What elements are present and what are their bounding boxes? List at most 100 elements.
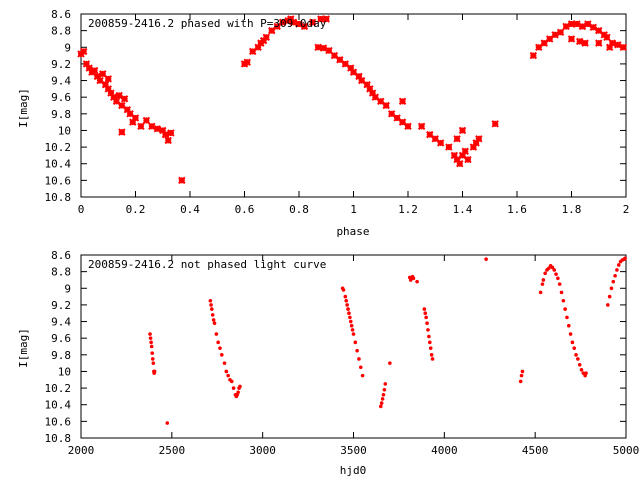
data-point <box>118 128 126 136</box>
data-point <box>382 101 390 110</box>
y-tick-label: 9.8 <box>51 349 71 362</box>
x-tick-label: 0.8 <box>289 203 309 216</box>
x-tick-label: 1.6 <box>507 203 527 216</box>
data-point <box>325 46 333 55</box>
y-tick-label: 9 <box>64 282 71 295</box>
data-point <box>381 392 386 397</box>
data-point <box>211 318 216 322</box>
data-point <box>208 298 213 303</box>
data-point <box>238 384 242 389</box>
data-point <box>567 35 576 43</box>
data-point <box>142 116 151 125</box>
y-tick-label: 9.6 <box>51 91 71 104</box>
data-point <box>429 353 434 357</box>
data-point <box>445 143 453 151</box>
x-tick-label: 0.4 <box>180 203 200 216</box>
y-tick-label: 8.6 <box>51 8 71 21</box>
data-point <box>565 315 569 320</box>
data-point <box>540 282 545 286</box>
data-point <box>243 58 251 66</box>
x-tick-label: 3500 <box>340 444 367 457</box>
data-point <box>90 66 99 75</box>
data-point <box>153 125 162 133</box>
data-point <box>165 421 170 425</box>
y-tick-label: 9.2 <box>51 58 71 71</box>
data-point <box>584 371 588 375</box>
data-point <box>349 323 354 328</box>
data-point <box>605 43 614 51</box>
data-point <box>581 371 586 375</box>
light-curve-y-axis-title: I[mag] <box>17 328 30 368</box>
data-point <box>388 361 392 365</box>
data-point <box>613 273 617 278</box>
data-point <box>551 31 559 39</box>
y-tick-label: 8.8 <box>51 266 71 279</box>
y-tick-label: 10 <box>58 124 71 137</box>
data-point <box>576 357 580 361</box>
data-point <box>408 278 413 282</box>
data-point <box>491 120 499 128</box>
data-point <box>398 97 407 106</box>
data-point <box>379 401 384 405</box>
data-point <box>554 272 558 276</box>
data-point <box>426 328 430 332</box>
data-point <box>148 122 156 131</box>
data-point <box>351 332 356 336</box>
x-tick-label: 2500 <box>159 444 186 457</box>
phased-plot-y-tick-labels: 8.6 8.8 9 9.2 9.4 9.6 9.8 10 10.2 10.4 10.6 10.8 <box>45 8 72 204</box>
data-point <box>229 379 234 384</box>
data-point <box>350 328 355 332</box>
data-point <box>422 307 427 311</box>
data-point <box>131 114 140 122</box>
phased-plot-x-tick-labels: 0 0.2 0.4 0.6 0.8 1 1.2 1.4 1.6 1.8 2 <box>78 203 630 216</box>
phased-plot-x-axis-title: phase <box>336 225 369 238</box>
data-point <box>345 303 349 307</box>
data-point <box>475 135 483 143</box>
data-point <box>411 276 416 281</box>
data-point <box>609 286 614 291</box>
data-point <box>417 122 426 131</box>
x-tick-label: 3000 <box>249 444 276 457</box>
light-curve-y-tick-labels: 8.6 8.8 9 9.2 9.4 9.6 9.8 10 10.2 10.4 10.6 10.8 <box>45 249 72 445</box>
data-point <box>579 367 584 372</box>
data-point <box>577 363 582 367</box>
data-point <box>289 18 298 27</box>
x-tick-label: 5000 <box>613 444 640 457</box>
data-point <box>518 379 523 384</box>
y-tick-label: 8.8 <box>51 25 71 38</box>
x-tick-label: 1 <box>350 203 357 216</box>
data-point <box>358 365 363 370</box>
data-point <box>152 369 157 374</box>
data-point <box>570 340 575 345</box>
data-point <box>120 95 129 103</box>
data-point <box>149 340 153 345</box>
x-tick-label: 2000 <box>68 444 95 457</box>
data-point <box>615 268 619 272</box>
data-point <box>164 136 172 145</box>
data-point <box>347 311 351 316</box>
data-point <box>216 340 220 345</box>
light-curve-points <box>148 256 627 425</box>
data-point <box>568 332 573 336</box>
y-tick-label: 10 <box>58 365 71 378</box>
data-point <box>248 47 257 56</box>
y-tick-label: 9.4 <box>51 316 71 329</box>
x-tick-label: 1.4 <box>453 203 473 216</box>
data-point <box>308 18 317 27</box>
data-point <box>616 263 621 267</box>
light-curve-panel: 2000 2500 3000 3500 4000 4500 5000 8.6 8.8 9 9.2 9… <box>17 249 639 477</box>
data-point <box>566 323 571 328</box>
data-point <box>567 20 576 28</box>
data-point <box>222 361 227 365</box>
data-point <box>348 319 353 324</box>
data-point <box>348 315 352 320</box>
data-point <box>209 303 213 307</box>
data-point <box>572 346 577 350</box>
data-point <box>453 135 461 143</box>
data-point <box>344 298 349 303</box>
data-point <box>383 382 388 386</box>
data-point <box>425 321 429 326</box>
data-point <box>464 155 472 164</box>
data-point <box>436 139 445 147</box>
